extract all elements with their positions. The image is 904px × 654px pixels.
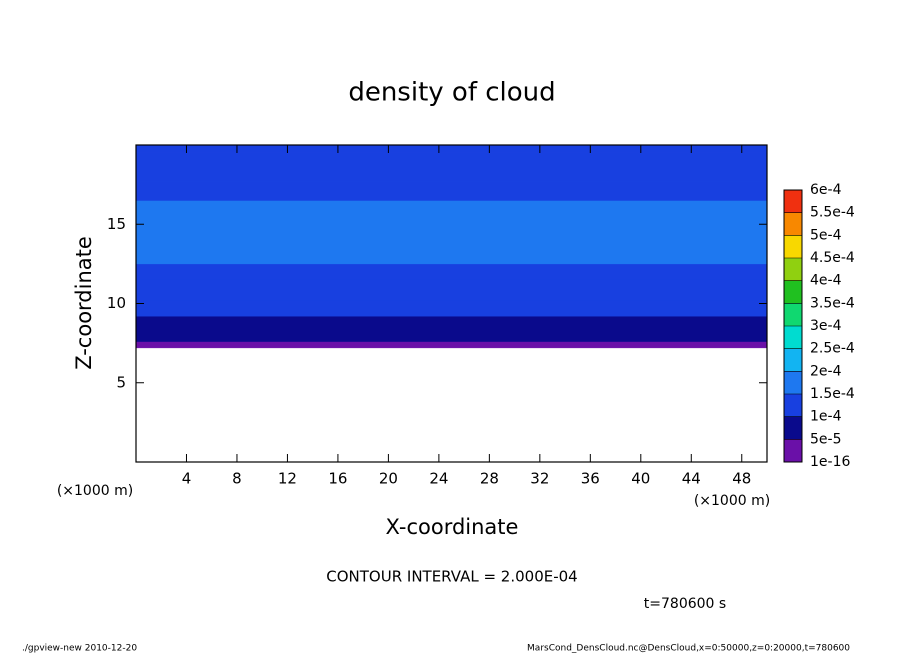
x-tick-label: 28	[480, 470, 499, 488]
colorbar-label: 3.5e-4	[810, 295, 855, 311]
colorbar-label: 3e-4	[810, 318, 842, 334]
x-axis-label: X-coordinate	[386, 515, 519, 539]
x-tick-label: 16	[328, 470, 347, 488]
y-unit: (×1000 m)	[57, 483, 133, 499]
contour-band	[135, 181, 768, 201]
colorbar-label: 2e-4	[810, 363, 842, 379]
time-label: t=780600 s	[644, 596, 726, 612]
footer-right: MarsCond_DensCloud.nc@DensCloud,x=0:5000…	[527, 644, 850, 654]
x-unit: (×1000 m)	[694, 493, 770, 509]
x-tick-label: 8	[232, 470, 242, 488]
colorbar-swatch	[784, 371, 802, 394]
contour-band	[135, 263, 768, 280]
y-axis-label: Z-coordinate	[72, 236, 96, 370]
colorbar-label: 5e-5	[810, 431, 841, 447]
x-tick-label: 12	[278, 470, 297, 488]
chart-title: density of cloud	[348, 78, 555, 108]
colorbar-swatch	[784, 258, 802, 281]
colorbar-swatch	[784, 212, 802, 236]
colorbar-label: 6e-4	[810, 182, 842, 198]
x-tick-label: 40	[631, 470, 650, 488]
colorbar-label: 5.5e-4	[810, 205, 855, 221]
colorbar-swatch	[784, 326, 802, 349]
contour-band	[135, 328, 768, 342]
x-tick-label: 4	[182, 470, 192, 488]
contour-band	[135, 315, 768, 330]
contour-band	[135, 300, 768, 317]
contour-band	[135, 279, 768, 301]
colorbar-label: 1e-16	[810, 454, 850, 470]
colorbar-label: 1e-4	[810, 409, 842, 425]
contour-band	[135, 341, 768, 349]
colorbar-label: 4.5e-4	[810, 250, 855, 266]
y-tick-label: 15	[107, 215, 126, 233]
colorbar-swatch	[784, 416, 802, 440]
contour-band	[135, 144, 768, 154]
annotation: CONTOUR INTERVAL = 2.000E-04	[326, 568, 577, 586]
contour-band	[135, 152, 768, 182]
y-tick-label: 5	[116, 373, 126, 391]
x-tick-label: 24	[429, 470, 448, 488]
colorbar-swatch	[784, 348, 802, 372]
x-tick-label: 20	[379, 470, 398, 488]
colorbar-swatch	[784, 303, 802, 326]
colorbar-label: 1.5e-4	[810, 386, 855, 402]
contour-band	[135, 200, 768, 265]
colorbar-swatch	[784, 190, 802, 213]
x-tick-label: 44	[682, 470, 701, 488]
colorbar-swatch	[784, 439, 802, 462]
colorbar-label: 5e-4	[810, 227, 842, 243]
y-tick-label: 10	[107, 294, 126, 312]
colorbar-label: 4e-4	[810, 273, 842, 289]
x-tick-label: 48	[732, 470, 751, 488]
colorbar-label: 2.5e-4	[810, 341, 855, 357]
colorbar-swatch	[784, 394, 802, 417]
x-tick-label: 32	[530, 470, 549, 488]
footer-left: ./gpview-new 2010-12-20	[22, 644, 137, 654]
x-tick-label: 36	[581, 470, 600, 488]
colorbar-swatch	[784, 235, 802, 258]
colorbar-swatch	[784, 280, 802, 304]
